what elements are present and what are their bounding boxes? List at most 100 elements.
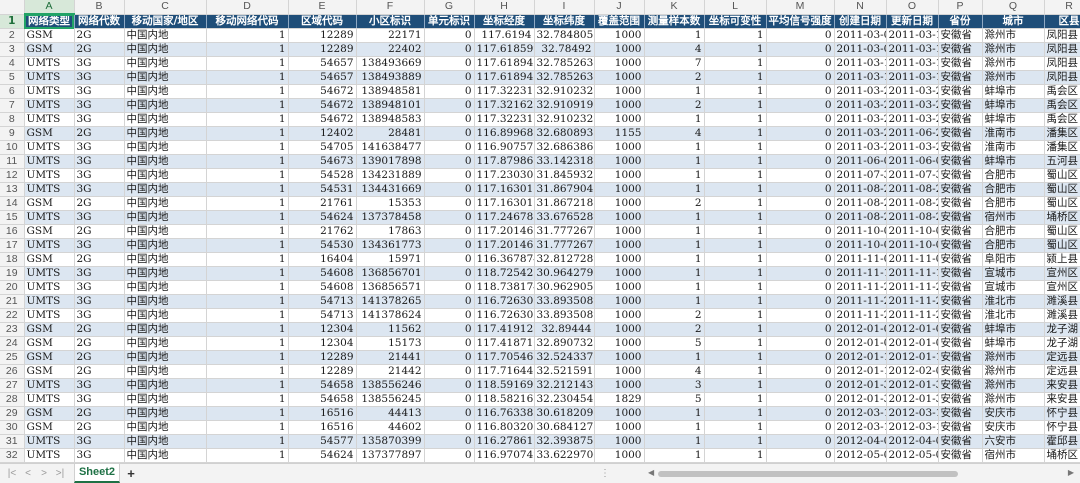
- column-title-cell[interactable]: 覆盖范围: [594, 14, 645, 29]
- cell[interactable]: 1000: [594, 210, 645, 225]
- cell[interactable]: 116.726303: [474, 294, 535, 309]
- cell[interactable]: 安徽省: [938, 210, 983, 225]
- column-header-j[interactable]: J: [594, 0, 645, 15]
- cell[interactable]: 中国内地: [124, 84, 207, 99]
- cell[interactable]: 0: [424, 280, 475, 295]
- cell[interactable]: 54713: [288, 294, 357, 309]
- cell[interactable]: 1000: [594, 42, 645, 57]
- cell[interactable]: 31.7772675: [534, 224, 595, 239]
- cell[interactable]: 0: [766, 392, 835, 407]
- cell[interactable]: 0: [766, 224, 835, 239]
- cell[interactable]: 1000: [594, 70, 645, 85]
- cell[interactable]: 中国内地: [124, 224, 207, 239]
- cell[interactable]: 埇桥区: [1044, 210, 1080, 225]
- cell[interactable]: 54577: [288, 434, 357, 449]
- cell[interactable]: 1: [644, 182, 705, 197]
- cell[interactable]: 2G: [74, 126, 125, 141]
- cell[interactable]: 1000: [594, 224, 645, 239]
- cell[interactable]: 12289: [288, 364, 357, 379]
- cell[interactable]: 2011-03-2: [834, 112, 887, 127]
- cell[interactable]: 0: [766, 266, 835, 281]
- cell[interactable]: UMTS: [24, 112, 75, 127]
- column-title-cell[interactable]: 测量样本数: [644, 14, 705, 29]
- cell[interactable]: 1: [206, 238, 289, 253]
- cell[interactable]: 54624: [288, 210, 357, 225]
- cell[interactable]: 3G: [74, 462, 125, 463]
- cell[interactable]: 118.59169: [474, 378, 535, 393]
- cell[interactable]: 安徽省: [938, 336, 983, 351]
- cell[interactable]: 中国内地: [124, 448, 207, 463]
- cell[interactable]: 1000: [594, 238, 645, 253]
- cell[interactable]: 0: [424, 434, 475, 449]
- cell[interactable]: 4: [644, 364, 705, 379]
- cell[interactable]: 0: [766, 98, 835, 113]
- column-header-e[interactable]: E: [288, 0, 357, 15]
- cell[interactable]: 安徽省: [938, 308, 983, 323]
- cell[interactable]: 3G: [74, 238, 125, 253]
- cell[interactable]: 3: [644, 378, 705, 393]
- cell[interactable]: 龙子湖: [1044, 336, 1080, 351]
- column-header-g[interactable]: G: [424, 0, 475, 15]
- cell[interactable]: 117.24678: [474, 210, 535, 225]
- cell[interactable]: 凤阳县: [1044, 28, 1080, 43]
- row-header[interactable]: 32: [0, 448, 25, 463]
- cell[interactable]: 116.27861: [474, 434, 535, 449]
- cell[interactable]: 安徽省: [938, 378, 983, 393]
- cell[interactable]: 11562: [356, 322, 425, 337]
- cell[interactable]: 141638477: [356, 140, 425, 155]
- cell[interactable]: 0: [766, 196, 835, 211]
- cell[interactable]: 116.970749: [474, 448, 535, 463]
- cell[interactable]: 0: [424, 336, 475, 351]
- cell[interactable]: 1: [206, 336, 289, 351]
- cell[interactable]: 1: [704, 322, 767, 337]
- cell[interactable]: 0: [424, 140, 475, 155]
- cell[interactable]: 1: [644, 448, 705, 463]
- cell[interactable]: 0: [766, 154, 835, 169]
- cell[interactable]: 2012-04-0: [834, 434, 887, 449]
- cell[interactable]: 54705: [288, 140, 357, 155]
- cell[interactable]: 32.890732: [534, 336, 595, 351]
- cell[interactable]: UMTS: [24, 182, 75, 197]
- cell[interactable]: 滁州市: [982, 350, 1045, 365]
- cell[interactable]: 2: [644, 308, 705, 323]
- cell[interactable]: 蚌埠市: [982, 322, 1045, 337]
- cell[interactable]: 1: [206, 462, 289, 463]
- cell[interactable]: 1: [644, 462, 705, 463]
- cell[interactable]: 1: [704, 294, 767, 309]
- cell[interactable]: 21762: [288, 224, 357, 239]
- cell[interactable]: 1: [644, 434, 705, 449]
- cell[interactable]: 3G: [74, 378, 125, 393]
- cell[interactable]: 濉溪县: [1044, 294, 1080, 309]
- cell[interactable]: 2011-10-0: [834, 224, 887, 239]
- column-header-m[interactable]: M: [766, 0, 835, 15]
- cell[interactable]: 118.725428: [474, 266, 535, 281]
- cell[interactable]: 1: [644, 266, 705, 281]
- cell[interactable]: 0: [424, 56, 475, 71]
- cell[interactable]: GSM: [24, 252, 75, 267]
- scrollbar-thumb[interactable]: [658, 471, 958, 477]
- cell[interactable]: 32.784805: [534, 28, 595, 43]
- cell[interactable]: 2011-03-0: [834, 28, 887, 43]
- cell[interactable]: 1000: [594, 364, 645, 379]
- cell[interactable]: 0: [766, 42, 835, 57]
- cell[interactable]: 安徽省: [938, 28, 983, 43]
- cell[interactable]: 0: [424, 112, 475, 127]
- column-title-cell[interactable]: 小区标识: [356, 14, 425, 29]
- cell[interactable]: 安徽省: [938, 70, 983, 85]
- row-header[interactable]: 13: [0, 182, 25, 197]
- cell[interactable]: 中国内地: [124, 140, 207, 155]
- cell[interactable]: 32.7852631: [534, 56, 595, 71]
- cell[interactable]: 0: [766, 350, 835, 365]
- cell[interactable]: 3G: [74, 266, 125, 281]
- row-header[interactable]: 16: [0, 224, 25, 239]
- cell[interactable]: 138948581: [356, 84, 425, 99]
- cell[interactable]: 54624: [288, 448, 357, 463]
- row-header[interactable]: 1: [0, 14, 25, 29]
- cell[interactable]: 安徽省: [938, 434, 983, 449]
- cell[interactable]: 2011-03-1: [886, 28, 939, 43]
- cell[interactable]: 0: [766, 126, 835, 141]
- cell[interactable]: 1: [704, 182, 767, 197]
- cell[interactable]: 宣城市: [982, 280, 1045, 295]
- cell[interactable]: 1: [704, 154, 767, 169]
- cell[interactable]: 3G: [74, 392, 125, 407]
